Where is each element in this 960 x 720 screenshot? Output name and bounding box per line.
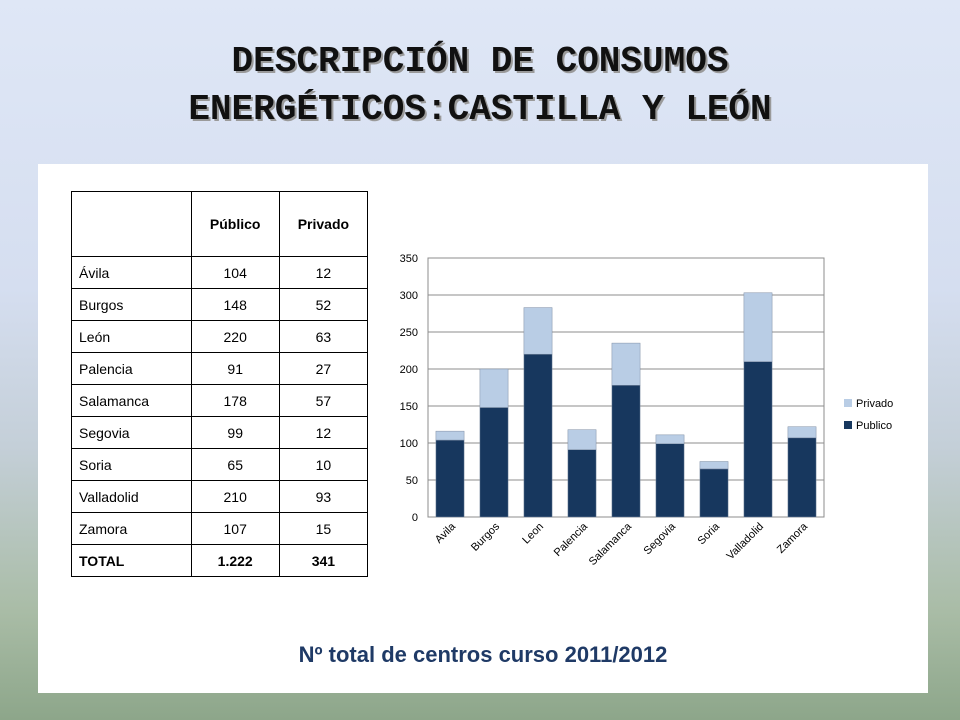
total-publico: 1.222 <box>190 544 280 577</box>
row-privado: 52 <box>278 288 369 321</box>
row-name: Soria <box>71 448 192 481</box>
bar-privado-salamanca <box>611 342 641 386</box>
row-privado: 63 <box>278 320 369 353</box>
chart-caption: Nº total de centros curso 2011/2012 <box>298 642 668 667</box>
table-header-blank <box>71 191 192 257</box>
slide-title-line-1: DESCRIPCIÓN DE CONSUMOS <box>231 41 729 82</box>
bar-privado-segovia <box>655 434 685 444</box>
row-privado: 27 <box>278 352 369 385</box>
row-name: Salamanca <box>71 384 192 417</box>
table-header-privado: Privado <box>278 191 369 257</box>
row-privado: 93 <box>278 480 369 513</box>
row-name: Palencia <box>71 352 192 385</box>
content-panel: Público Privado Ávila 104 12 Burgos 148 … <box>38 164 928 693</box>
bar-publico-soria <box>699 468 729 518</box>
bar-privado-soria <box>699 461 729 470</box>
bar-publico-palencia <box>567 449 597 518</box>
row-name: León <box>71 320 192 353</box>
x-tick-label: Leon <box>520 521 546 547</box>
total-privado: 341 <box>278 544 369 577</box>
row-publico: 220 <box>190 320 280 353</box>
x-tick-label: Palencia <box>552 520 591 559</box>
table-row: Segovia 99 12 <box>71 416 369 449</box>
bar-privado-avila <box>435 430 465 441</box>
bar-privado-zamora <box>787 426 817 439</box>
row-name: Zamora <box>71 512 192 545</box>
table-header-row: Público Privado <box>71 191 369 257</box>
x-tick-label: Burgos <box>469 520 502 553</box>
row-publico: 210 <box>190 480 280 513</box>
row-publico: 107 <box>190 512 280 545</box>
table-row: Palencia 91 27 <box>71 352 369 385</box>
legend-swatch-publico <box>844 421 852 429</box>
bar-publico-valladolid <box>743 361 773 518</box>
row-name: Segovia <box>71 416 192 449</box>
table-row: Soria 65 10 <box>71 448 369 481</box>
bar-privado-burgos <box>479 368 509 408</box>
row-privado: 12 <box>278 416 369 449</box>
x-tick-label: Soria <box>695 520 722 547</box>
row-privado: 57 <box>278 384 369 417</box>
bar-privado-palencia <box>567 429 597 450</box>
row-name: Valladolid <box>71 480 192 513</box>
row-publico: 99 <box>190 416 280 449</box>
y-tick-label: 200 <box>400 364 418 376</box>
bar-publico-burgos <box>479 407 509 518</box>
row-name: Burgos <box>71 288 192 321</box>
bar-privado-leon <box>523 307 553 355</box>
table-header-publico: Público <box>190 191 280 257</box>
y-tick-label: 100 <box>400 438 418 450</box>
bar-privado-valladolid <box>743 292 773 362</box>
x-tick-label: Avila <box>433 520 459 546</box>
x-tick-label: Segovia <box>642 520 679 557</box>
y-tick-label: 300 <box>400 290 418 302</box>
row-privado: 12 <box>278 256 369 289</box>
x-tick-label: Zamora <box>775 520 811 556</box>
legend-swatch-privado <box>844 399 852 407</box>
row-privado: 10 <box>278 448 369 481</box>
row-publico: 104 <box>190 256 280 289</box>
table-row: Salamanca 178 57 <box>71 384 369 417</box>
y-tick-label: 150 <box>400 401 418 413</box>
x-tick-label: Valladolid <box>724 521 766 563</box>
table-row: Valladolid 210 93 <box>71 480 369 513</box>
centers-table: Público Privado Ávila 104 12 Burgos 148 … <box>71 191 369 577</box>
total-name: TOTAL <box>71 544 192 577</box>
legend-label-privado: Privado <box>856 398 893 410</box>
table-row: León 220 63 <box>71 320 369 353</box>
slide-title: DESCRIPCIÓN DE CONSUMOS ENERGÉTICOS:CAST… <box>0 38 960 134</box>
table-row: Zamora 107 15 <box>71 512 369 545</box>
y-tick-label: 350 <box>400 253 418 265</box>
slide-title-line-2: ENERGÉTICOS:CASTILLA Y LEÓN <box>188 89 772 130</box>
bar-publico-salamanca <box>611 385 641 518</box>
legend-label-publico: Publico <box>856 420 892 432</box>
row-name: Ávila <box>71 256 192 289</box>
bar-publico-zamora <box>787 437 817 518</box>
x-tick-label: Salamanca <box>587 520 635 568</box>
y-tick-label: 50 <box>406 475 418 487</box>
table-row: Ávila 104 12 <box>71 256 369 289</box>
row-publico: 178 <box>190 384 280 417</box>
table-row: Burgos 148 52 <box>71 288 369 321</box>
y-tick-label: 250 <box>400 327 418 339</box>
row-publico: 65 <box>190 448 280 481</box>
y-tick-label: 0 <box>412 512 418 524</box>
bar-publico-leon <box>523 353 553 518</box>
bar-publico-avila <box>435 439 465 518</box>
row-publico: 148 <box>190 288 280 321</box>
table-total-row: TOTAL 1.222 341 <box>71 544 369 577</box>
bar-publico-segovia <box>655 443 685 518</box>
stacked-bar-chart: 0 50 100 150 200 250 300 350 Avila Burgos Leon Pale… <box>400 253 894 568</box>
row-publico: 91 <box>190 352 280 385</box>
row-privado: 15 <box>278 512 369 545</box>
